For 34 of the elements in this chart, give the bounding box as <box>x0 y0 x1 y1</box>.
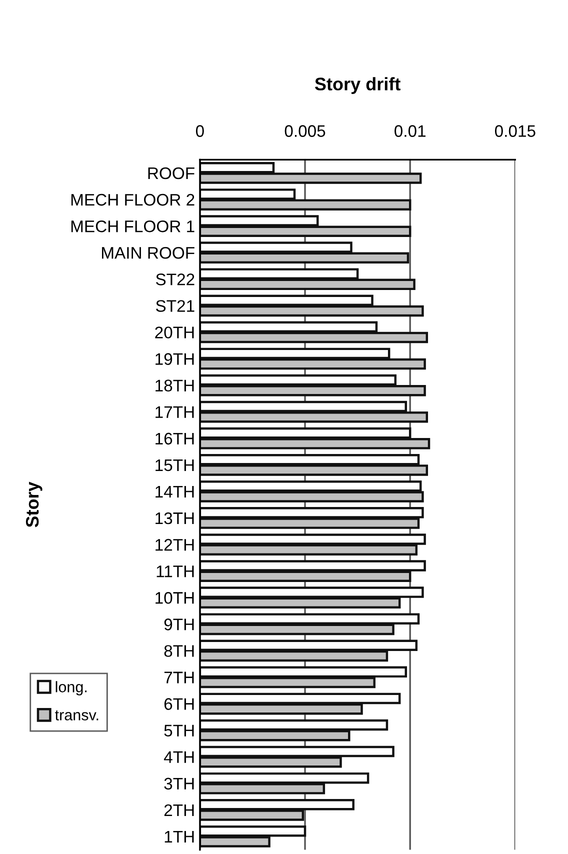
y-tick-label: 4TH <box>164 751 194 763</box>
y-tick-label: MECH FLOOR 1 <box>71 220 194 232</box>
y-tick-label: MECH FLOOR 2 <box>71 194 194 206</box>
y-tick-label: 10TH <box>156 592 194 604</box>
y-tick-label: 3TH <box>164 778 194 790</box>
y-tick-label: 2TH <box>164 804 194 816</box>
y-tick-label: 16TH <box>156 432 194 445</box>
y-axis-title: Story <box>26 482 42 528</box>
x-tick-label: 0.005 <box>284 125 326 137</box>
y-tick-label: 9TH <box>164 618 194 630</box>
y-tick-label: 14TH <box>156 486 194 498</box>
y-tick-label: 18TH <box>156 380 194 392</box>
x-tick-label: 0.015 <box>494 125 536 137</box>
y-tick-label: 8TH <box>164 645 194 657</box>
legend-label: transv. <box>55 710 98 720</box>
x-tick-label: 0 <box>196 125 204 137</box>
y-tick-label: 17TH <box>156 406 194 418</box>
legend-label: long. <box>56 681 87 696</box>
y-tick-label: 7TH <box>164 672 194 684</box>
y-tick-label: 11TH <box>156 566 194 578</box>
y-tick-label: 1TH <box>164 831 194 842</box>
y-tick-label: 15TH <box>156 459 194 472</box>
y-tick-label: 19TH <box>156 353 194 365</box>
y-tick-label: 6TH <box>164 698 194 710</box>
y-tick-label: ROOF <box>148 167 194 180</box>
y-tick-label: MAIN ROOF <box>102 246 194 259</box>
chart-title: Story drift <box>314 77 400 94</box>
y-tick-label: 20TH <box>155 326 194 338</box>
y-tick-label: ST22 <box>156 274 194 286</box>
y-tick-label: 5TH <box>164 724 194 737</box>
y-tick-label: 13TH <box>156 512 194 524</box>
x-tick-label: 0.01 <box>394 125 426 137</box>
y-tick-label: ST21 <box>156 300 194 312</box>
y-tick-label: 12TH <box>156 538 194 551</box>
